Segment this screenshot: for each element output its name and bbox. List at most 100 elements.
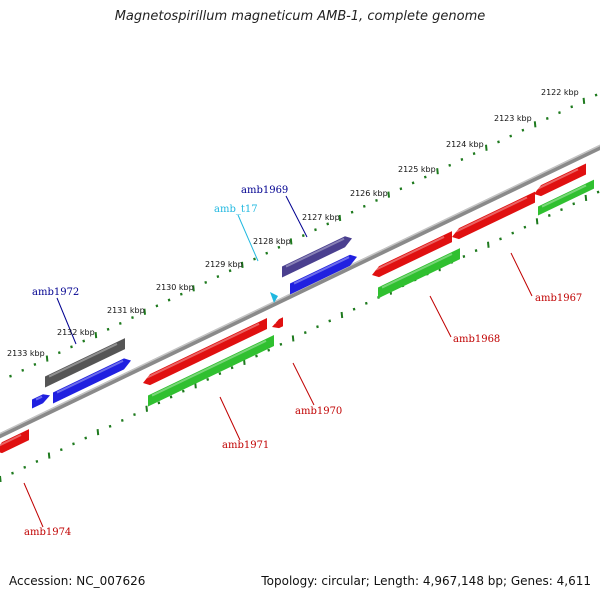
upper-track-tick — [216, 275, 220, 279]
upper-track-tick — [33, 362, 37, 366]
upper-track-tick — [131, 316, 134, 320]
topology-label: Topology: circular; Length: 4,967,148 bp… — [261, 574, 591, 588]
gene-amb1966-red[interactable] — [534, 163, 586, 197]
gene-amb1974[interactable] — [0, 429, 29, 454]
lower-track-tick — [584, 194, 588, 202]
upper-track-tick — [241, 261, 244, 268]
gene-amb1971-red[interactable] — [143, 317, 267, 386]
tick-label: 2124 kbp — [446, 140, 484, 149]
upper-track-tick — [253, 257, 256, 261]
gene-green-right[interactable] — [538, 179, 594, 216]
lower-track-tick — [535, 218, 539, 225]
upper-track-tick — [448, 163, 452, 167]
gene-amb1974-shine — [0, 434, 22, 447]
gene-amb1971-green[interactable] — [148, 335, 274, 407]
upper-track-tick — [521, 128, 525, 132]
gene-amb1972-shine — [48, 343, 118, 378]
gene-amb1969[interactable] — [282, 236, 352, 278]
lower-track-tick — [255, 354, 258, 358]
upper-track-tick — [326, 222, 330, 226]
gene-label-amb1972[interactable]: amb1972 — [32, 287, 79, 298]
tick-label: 2126 kbp — [350, 189, 388, 198]
gene-amb1968-red[interactable] — [372, 231, 452, 278]
upper-track-tick — [228, 269, 232, 273]
lower-track-tick — [499, 237, 502, 241]
gene-label-amb1970[interactable]: amb1970 — [295, 406, 342, 417]
upper-track-tick — [594, 93, 598, 97]
accession-label: Accession: NC_007626 — [9, 574, 146, 588]
lower-track-tick — [364, 301, 368, 305]
gene-amb1970[interactable] — [272, 317, 283, 329]
upper-track-tick — [497, 140, 500, 144]
gene-amb1966-red-shine — [537, 168, 579, 190]
gene-amb1972[interactable] — [45, 338, 125, 388]
upper-track-tick — [485, 144, 488, 151]
tick-label: 2133 kbp — [7, 349, 45, 358]
upper-track-tick — [70, 345, 73, 349]
upper-track-tick — [362, 204, 366, 208]
lower-track-tick — [560, 208, 563, 212]
lower-track-tick — [72, 442, 75, 446]
tick-label: 2122 kbp — [541, 88, 579, 97]
upper-track-tick — [9, 374, 12, 378]
gene-forward-2[interactable] — [53, 358, 131, 404]
callout-amb1971 — [219, 396, 241, 441]
lower-track-tick — [303, 331, 307, 335]
gene-label-amb1974[interactable]: amb1974 — [24, 527, 71, 538]
callout-lines — [23, 195, 533, 528]
callout-amb1970 — [292, 362, 315, 406]
upper-track-tick — [179, 292, 183, 296]
upper-dotted-track — [9, 93, 598, 378]
gene-forward-2-shine — [56, 359, 124, 394]
gene-forward-3[interactable] — [32, 394, 50, 409]
lower-track-tick — [35, 459, 39, 463]
gene-labels[interactable]: amb1969 amb_t17 amb1972 amb1967 amb1968 … — [24, 185, 582, 538]
upper-track-tick — [570, 105, 574, 109]
lower-track-tick — [47, 452, 51, 459]
lower-track-tick — [206, 377, 210, 381]
gene-amb1967-red[interactable] — [452, 191, 535, 240]
tick-label: 2129 kbp — [205, 260, 243, 269]
upper-track-tick — [472, 152, 476, 156]
gene-label-amb1969[interactable]: amb1969 — [241, 185, 288, 196]
genome-title: Magnetospirillum magneticum AMB-1, compl… — [114, 9, 486, 24]
lower-track-tick — [0, 475, 2, 483]
upper-track-tick — [399, 187, 403, 191]
upper-track-tick — [277, 245, 281, 249]
lower-track-tick — [169, 395, 173, 399]
tick-label: 2131 kbp — [107, 306, 145, 315]
upper-track-tick — [143, 308, 146, 315]
lower-track-tick — [474, 249, 478, 253]
gene-label-amb-t17[interactable]: amb_t17 — [214, 204, 258, 215]
lower-track-tick — [572, 202, 576, 206]
upper-track-tick — [314, 228, 317, 232]
gene-label-amb1968[interactable]: amb1968 — [453, 334, 500, 345]
gene-amb-t17[interactable] — [270, 292, 278, 303]
upper-track-tick — [460, 158, 464, 161]
lower-track-tick — [157, 401, 161, 405]
lower-track-tick — [218, 372, 222, 376]
upper-track-tick — [118, 321, 122, 325]
gene-forward-1[interactable] — [290, 254, 357, 295]
gene-amb1968-green-shine — [381, 253, 453, 289]
lower-track-tick — [279, 342, 283, 346]
gene-amb1967-red-shine — [455, 196, 528, 233]
upper-track-tick — [21, 368, 25, 372]
tick-label: 2132 kbp — [57, 328, 95, 337]
upper-track-tick — [533, 121, 537, 128]
callout-amb1967 — [510, 252, 533, 297]
upper-track-tick — [411, 181, 415, 185]
upper-track-tick — [509, 134, 513, 138]
lower-track-tick — [230, 366, 234, 370]
upper-track-tick — [45, 355, 49, 362]
upper-track-tick — [167, 298, 171, 302]
gene-label-amb1971[interactable]: amb1971 — [222, 440, 269, 451]
lower-track-tick — [352, 307, 356, 311]
gene-label-amb1967[interactable]: amb1967 — [535, 293, 582, 304]
upper-track-tick — [436, 168, 439, 175]
tick-label: 2123 kbp — [494, 114, 532, 123]
gene-amb1968-green[interactable] — [378, 248, 460, 299]
tick-label: 2125 kbp — [398, 165, 436, 174]
lower-track-tick — [59, 448, 63, 452]
gene-features — [0, 163, 594, 454]
